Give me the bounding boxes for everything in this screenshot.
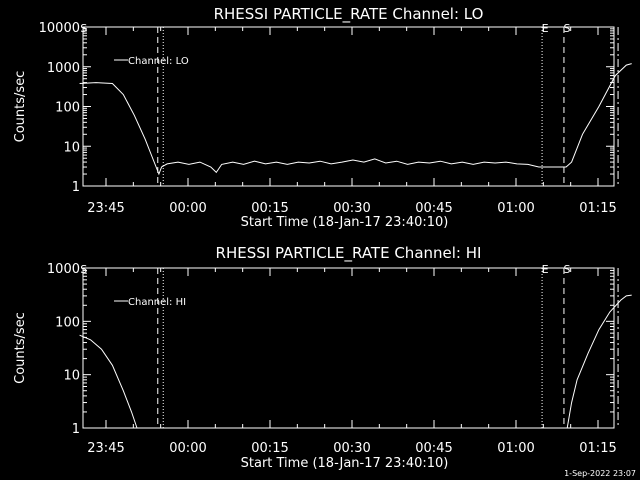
series-line [79, 63, 632, 176]
panel-hi: RHESSI PARTICLE_RATE Channel: HI 1 10 100 10… [13, 244, 632, 471]
time-marker-label: S [563, 22, 570, 35]
x-tick-label: 00:30 [333, 441, 370, 456]
plot-frame [82, 26, 615, 187]
y-tick-label: 10 [63, 369, 80, 384]
y-tick-label: 10 [63, 140, 80, 155]
x-tick-label: 00:15 [251, 201, 288, 216]
x-axis-label: Start Time (18-Jan-17 23:40:10) [241, 215, 449, 230]
time-marker-label: S [80, 263, 87, 276]
x-tick-label: 00:00 [169, 441, 206, 456]
y-tick-label: 10000 [39, 21, 80, 36]
x-tick-label: 00:45 [415, 441, 452, 456]
x-tick-label: 23:45 [87, 201, 124, 216]
chart-title: RHESSI PARTICLE_RATE Channel: HI [216, 244, 482, 263]
x-tick-label: 00:15 [251, 441, 288, 456]
time-marker-label: E [542, 263, 549, 276]
x-tick-label: 01:00 [497, 201, 534, 216]
x-axis-label: Start Time (18-Jan-17 23:40:10) [241, 456, 449, 471]
x-tick-label: 00:45 [415, 201, 452, 216]
legend-entry: Channel: LO [128, 56, 189, 67]
x-tick-label: 01:00 [497, 441, 534, 456]
y-tick-label: 1 [72, 180, 80, 195]
plot-frame [82, 267, 615, 429]
x-tick-label: 01:15 [579, 201, 616, 216]
y-tick-label: 100 [55, 315, 80, 330]
x-tick-label: 00:30 [333, 201, 370, 216]
time-marker-label: S [80, 22, 87, 35]
y-axis-label: Counts/sec [13, 71, 28, 143]
series-line [566, 294, 632, 429]
x-tick-label: 23:45 [87, 441, 124, 456]
chart-title: RHESSI PARTICLE_RATE Channel: LO [214, 5, 484, 24]
y-tick-label: 100 [55, 101, 80, 116]
panel-lo: RHESSI PARTICLE_RATE Channel: LO 1 10 100 10… [13, 5, 632, 230]
y-tick-label: 1000 [47, 262, 80, 277]
time-marker-label: E [542, 22, 549, 35]
time-marker-label: S [563, 263, 570, 276]
timestamp-label: 1-Sep-2022 23:07 [564, 469, 636, 478]
x-tick-label: 00:00 [169, 201, 206, 216]
y-axis-label: Counts/sec [13, 312, 28, 384]
y-tick-label: 1000 [47, 61, 80, 76]
y-tick-label: 1 [72, 422, 80, 437]
series-line [79, 334, 138, 429]
x-tick-label: 01:15 [579, 441, 616, 456]
legend-entry: Channel: HI [128, 297, 186, 308]
